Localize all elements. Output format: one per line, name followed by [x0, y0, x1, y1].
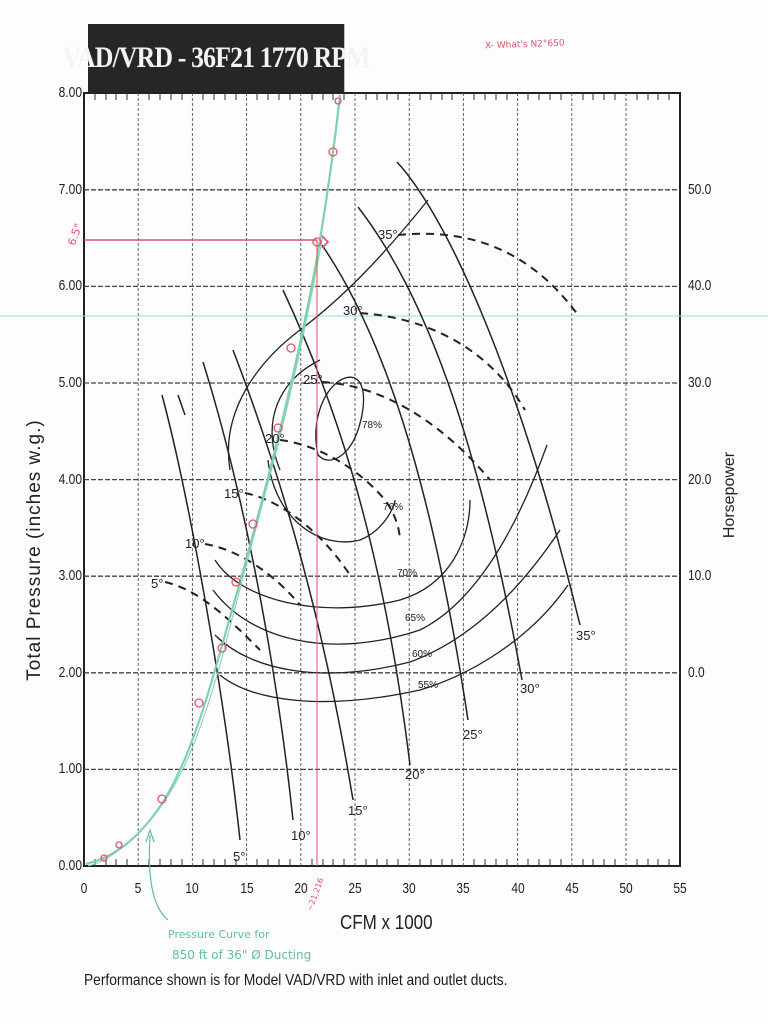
efficiency-60	[214, 529, 561, 674]
x-tick: 50	[619, 880, 633, 897]
efficiency-70	[214, 499, 471, 609]
x-tick: 5	[134, 880, 142, 897]
green-note-line1: Pressure Curve for	[168, 928, 270, 941]
svg-text:15°: 15°	[224, 486, 244, 501]
hp-tick: 40.0	[688, 277, 712, 294]
pressure-curve-30	[359, 312, 526, 411]
pressure-curve-5	[164, 581, 261, 651]
hp-tick: 0.0	[688, 664, 705, 681]
svg-text:15°: 15°	[348, 803, 368, 818]
measured-points	[100, 97, 342, 862]
x-tick: 20	[294, 880, 308, 897]
svg-text:35°: 35°	[378, 227, 398, 242]
hp-tick: 30.0	[688, 374, 712, 391]
svg-text:25°: 25°	[463, 727, 483, 742]
horsepower-axis-title: Horsepower	[721, 451, 738, 539]
y-tick: 7.00	[58, 181, 82, 198]
y-tick: 6.00	[58, 277, 82, 294]
hp-curve-10	[202, 361, 294, 821]
hp-curve-35	[396, 161, 581, 626]
pressure-curve-15	[244, 492, 351, 576]
x-tick: 25	[348, 880, 362, 897]
y-tick: 5.00	[58, 374, 82, 391]
pressure-curve-25	[321, 381, 491, 481]
efficiency-65	[212, 444, 548, 645]
green-note-line2: 850 ft of 36" Ø Ducting	[172, 948, 312, 962]
hp-curve-20	[282, 289, 411, 766]
y-axis-title: Total Pressure (inches w.g.)	[24, 419, 45, 681]
efficiency-contours	[212, 199, 569, 703]
svg-text:25°: 25°	[303, 372, 323, 387]
svg-text:78%: 78%	[362, 420, 382, 431]
svg-text:5°: 5°	[233, 849, 245, 864]
y-tick: 3.00	[58, 567, 82, 584]
pressure-curves	[164, 232, 579, 651]
hp-tick: 10.0	[688, 567, 712, 584]
efficiency-55	[219, 584, 569, 703]
efficiency-78	[315, 376, 365, 461]
hp-curve-30	[357, 206, 523, 681]
x-tick: 0	[80, 880, 88, 897]
minor-ticks	[94, 93, 670, 866]
x-tick: 45	[565, 880, 579, 897]
chart-footer-note: Performance shown is for Model VAD/VRD w…	[84, 972, 508, 989]
hp-curve-15	[232, 349, 354, 801]
svg-text:70%: 70%	[397, 568, 417, 579]
pressure-curve-10	[204, 543, 301, 606]
svg-text:20°: 20°	[265, 431, 285, 446]
x-tick: 10	[185, 880, 199, 897]
y-tick: 0.00	[58, 857, 82, 874]
operating-point-lines	[84, 235, 330, 866]
svg-text:5°: 5°	[151, 576, 163, 591]
svg-text:35°: 35°	[576, 628, 596, 643]
duct-system-curve	[85, 94, 342, 867]
blade-pitch-labels: 5° 10° 15° 20° 25° 30° 35° 5° 10° 15° 20° 25°…	[151, 227, 596, 864]
horizontal-gridlines	[84, 189, 680, 771]
x-tick: 40	[511, 880, 525, 897]
hp-tick: 50.0	[688, 181, 712, 198]
svg-text:60%: 60%	[412, 649, 432, 660]
chart-title-banner: VAD/VRD - 36F21 1770 RPM	[63, 24, 371, 92]
svg-text:30°: 30°	[343, 303, 363, 318]
svg-text:10°: 10°	[185, 536, 205, 551]
x-axis-title: CFM x 1000	[340, 912, 433, 934]
pressure-curve-20	[279, 439, 401, 541]
hp-tick: 20.0	[688, 471, 712, 488]
svg-text:76%: 76%	[383, 502, 403, 513]
hp-curve-25	[321, 244, 469, 721]
pressure-curve-35	[397, 232, 579, 316]
y-tick: 4.00	[58, 471, 82, 488]
svg-text:65%: 65%	[405, 613, 425, 624]
svg-text:30°: 30°	[520, 681, 540, 696]
x-tick: 15	[240, 880, 254, 897]
y-tick: 2.00	[58, 664, 82, 681]
y-tick: 1.00	[58, 760, 82, 777]
efficiency-outer-left	[227, 199, 429, 471]
chart-title: VAD/VRD - 36F21 1770 RPM	[62, 41, 371, 74]
x-tick: 35	[456, 880, 470, 897]
hp-curve-5	[161, 394, 241, 841]
svg-text:10°: 10°	[291, 828, 311, 843]
efficiency-76	[267, 459, 396, 543]
y-tick: 8.00	[58, 84, 82, 101]
svg-text:55%: 55%	[418, 680, 438, 691]
x-tick: 55	[673, 880, 687, 897]
efficiency-labels: 78% 76% 70% 65% 60% 55%	[362, 420, 438, 691]
x-tick: 30	[402, 880, 416, 897]
svg-text:20°: 20°	[405, 767, 425, 782]
